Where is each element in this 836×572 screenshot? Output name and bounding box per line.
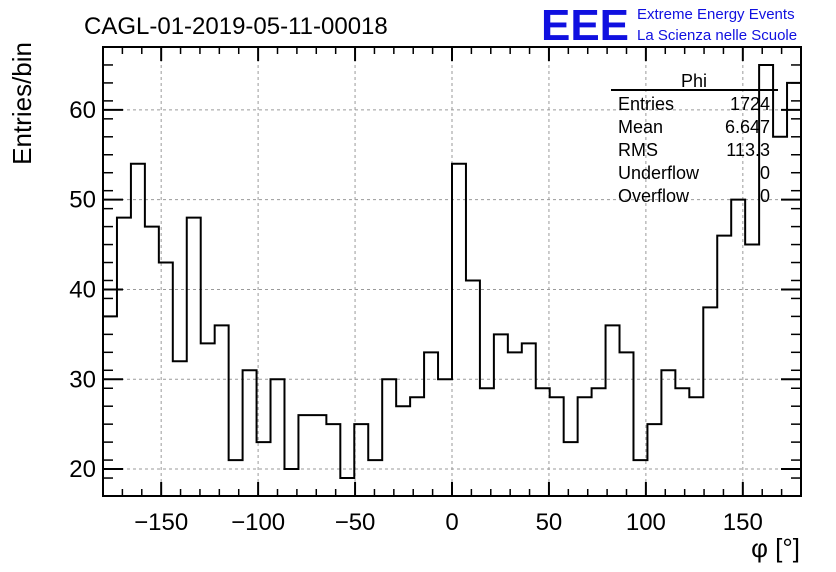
x-tick-labels: −150 −100 −50 0 50 100 150 (134, 509, 763, 536)
stats-name: Phi (681, 71, 707, 91)
axis-ticks (102, 46, 802, 497)
stats-label: Underflow (618, 163, 700, 183)
stats-value: 113.3 (726, 140, 770, 160)
stats-label: Entries (618, 94, 674, 114)
stats-box: Phi Entries 1724 Mean 6.647 RMS 113.3 Underflo… (611, 71, 778, 206)
chart-title: CAGL-01-2019-05-11-00018 (84, 13, 388, 40)
y-axis-label: Entries/bin (7, 42, 37, 165)
x-tick-label: 150 (723, 509, 763, 536)
y-tick-label: 40 (69, 276, 96, 303)
stats-value: 1724 (730, 94, 770, 114)
x-tick-label: −100 (231, 509, 285, 536)
stats-label: Overflow (618, 186, 690, 206)
histogram-outline (103, 63, 801, 480)
y-tick-label: 50 (69, 187, 96, 214)
x-tick-label: 0 (445, 509, 458, 536)
logo-line-1: Extreme Energy Events (637, 6, 795, 23)
x-tick-label: 100 (626, 509, 666, 536)
logo-line-2: La Scienza nelle Scuole (637, 27, 797, 44)
x-axis-label: φ [°] (751, 533, 800, 563)
stats-label: Mean (618, 117, 663, 137)
eee-logo: EEE Extreme Energy Events La Scienza nel… (541, 1, 797, 50)
y-tick-label: 20 (69, 456, 96, 483)
stats-rows: Entries 1724 Mean 6.647 RMS 113.3 Underflow 0 Ov… (618, 94, 770, 206)
stats-label: RMS (618, 140, 658, 160)
stats-value: 0 (760, 186, 770, 206)
y-tick-label: 30 (69, 366, 96, 393)
x-tick-label: −150 (134, 509, 188, 536)
y-tick-labels: 20 30 40 50 60 (69, 97, 96, 483)
y-tick-label: 60 (69, 97, 96, 124)
logo-mark: EEE (541, 1, 629, 50)
stats-value: 0 (760, 163, 770, 183)
stats-value: 6.647 (725, 117, 770, 137)
x-tick-label: 50 (536, 509, 563, 536)
x-tick-label: −50 (335, 509, 376, 536)
